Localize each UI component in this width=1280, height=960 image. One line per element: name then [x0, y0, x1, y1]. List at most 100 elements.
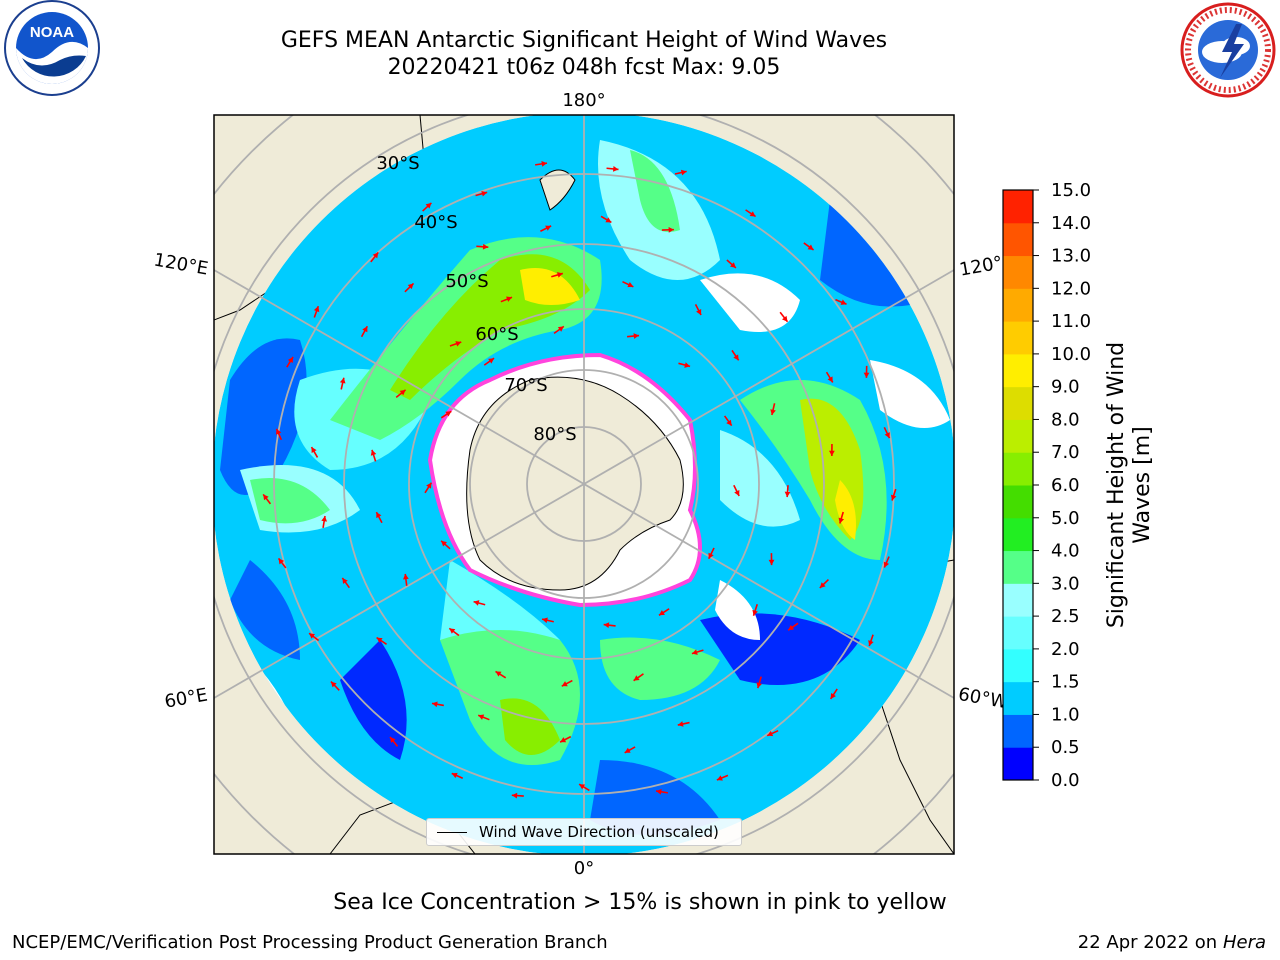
wind-arrow-head: [838, 517, 845, 524]
wind-arrow-head: [473, 600, 480, 606]
lat-label-50s: 50°S: [445, 271, 488, 292]
wind-arrow-head: [668, 226, 674, 233]
wind-arrow-head: [399, 389, 406, 396]
wind-arrow-head: [752, 609, 758, 616]
wind-arrows: [262, 161, 897, 799]
colorbar-tick-label: 14.0: [1051, 213, 1091, 234]
wind-arrow-head: [781, 315, 788, 322]
footer-credit: NCEP/EMC/Verification Post Processing Pr…: [12, 932, 608, 953]
wind-arrow-head: [612, 166, 619, 172]
wind-arrow-head: [482, 243, 489, 250]
colorbar-segment: [1003, 353, 1033, 388]
wind-arrow-head: [605, 217, 612, 223]
colorbar-tick-label: 7.0: [1051, 442, 1080, 463]
wind-arrow-head: [309, 633, 315, 639]
map-area: [214, 115, 954, 854]
wind-arrow-head: [313, 306, 320, 313]
map-legend: Wind Wave Direction (unscaled): [426, 818, 742, 846]
colorbar-segment: [1003, 681, 1033, 715]
wind-arrow-head: [708, 552, 714, 559]
colorbar-tick-label: 5.0: [1051, 508, 1080, 529]
wind-arrow-head: [263, 494, 269, 501]
wind-arrow-head: [275, 428, 282, 435]
wind-arrow-head: [730, 262, 736, 268]
colorbar-segment: [1003, 222, 1033, 257]
map-frame: [213, 114, 955, 855]
wind-arrow-head: [545, 225, 552, 231]
wind-arrow-head: [449, 628, 456, 634]
lon-label-60w: 60°W: [957, 684, 1010, 713]
wind-arrow-head: [278, 558, 285, 565]
colorbar-ticks: 0.0 0.5 1.0 1.5 2.0 2.5 3.0 4.0 5.0 6.0 7.0 8.0 9.0 1…: [1033, 180, 1091, 791]
wind-arrow-head: [579, 784, 586, 790]
wind-arrow-head: [287, 356, 294, 363]
wind-arrow-head: [784, 491, 791, 498]
wind-arrow-head: [511, 792, 518, 799]
colorbar-tick-label: 4.0: [1051, 541, 1080, 562]
colorbar-segment: [1003, 321, 1033, 355]
wind-arrow-head: [370, 449, 377, 456]
wind-arrow-head: [451, 772, 458, 779]
wind-arrow-head: [376, 512, 382, 519]
antarctica-land: [466, 376, 684, 591]
wind-arrow-head: [431, 701, 438, 708]
colorbar-tick-label: 8.0: [1051, 409, 1080, 430]
noaa-logo: NOAA: [4, 0, 100, 96]
wind-arrow-head: [767, 730, 774, 737]
colorbar-tick-label: 2.0: [1051, 639, 1080, 660]
wind-arrow-head: [321, 516, 327, 522]
wind-arrow-head: [890, 494, 897, 501]
wind-arrow-head: [633, 333, 640, 339]
colorbar-tick-label: 15.0: [1051, 180, 1091, 201]
wind-arrow-head: [403, 573, 409, 580]
wind-arrow-head: [827, 376, 833, 383]
wind-arrow-head: [868, 640, 874, 647]
wind-arrow-head: [455, 341, 462, 347]
wind-arrow-head: [677, 721, 684, 727]
colorbar-segment: [1003, 517, 1033, 552]
wind-arrow-head: [770, 409, 776, 415]
wind-arrow-head: [560, 737, 567, 743]
footer-system: Hera: [1222, 932, 1266, 953]
wind-arrow-head: [734, 489, 740, 496]
wind-arrow-head: [488, 358, 495, 364]
wind-arrow-head: [819, 582, 826, 588]
colorbar-segment: [1003, 255, 1033, 289]
wind-arrow-head: [556, 272, 563, 278]
wind-arrow-head: [726, 419, 732, 426]
lat-label-80s: 80°S: [533, 424, 576, 445]
wind-arrow-head: [768, 559, 775, 566]
wind-arrow-head: [829, 450, 835, 457]
wind-arrow-head: [407, 283, 414, 290]
wind-arrow-head: [658, 610, 665, 616]
wind-arrow-head: [863, 372, 870, 378]
wind-arrow-head: [733, 354, 739, 361]
wind-arrow-head: [691, 649, 698, 655]
wind-arrow-head: [680, 169, 687, 176]
colorbar-tick-label: 1.5: [1051, 672, 1080, 693]
wind-arrow-head: [749, 211, 756, 217]
colorbar-tick-label: 10.0: [1051, 344, 1091, 365]
colorbar-segment: [1003, 190, 1033, 224]
lon-label-120w: 120°: [958, 252, 1004, 280]
wind-arrow-head: [506, 296, 513, 302]
lon-label-0: 0°: [574, 858, 594, 879]
wind-arrow-head: [884, 432, 890, 439]
wind-arrow-head: [624, 747, 631, 753]
footer-date-text: 22 Apr 2022 on: [1077, 932, 1218, 953]
wind-arrow-head: [478, 714, 485, 720]
wind-arrow-head: [542, 617, 548, 624]
lon-label-120e: 120°E: [152, 249, 210, 279]
wind-arrow-head: [883, 561, 890, 568]
wind-arrow-head: [756, 682, 763, 689]
wind-arrow-head: [426, 482, 432, 489]
lat-label-60s: 60°S: [475, 324, 518, 345]
wind-arrow-head: [330, 681, 337, 688]
colorbar-tick-label: 12.0: [1051, 278, 1091, 299]
chart-subtitle: 20220421 t06z 048h fcst Max: 9.05: [387, 55, 781, 80]
colorbar-tick-label: 13.0: [1051, 246, 1091, 267]
graticule: [214, 115, 954, 854]
lat-label-70s: 70°S: [504, 375, 547, 396]
colorbar-segment: [1003, 583, 1033, 617]
